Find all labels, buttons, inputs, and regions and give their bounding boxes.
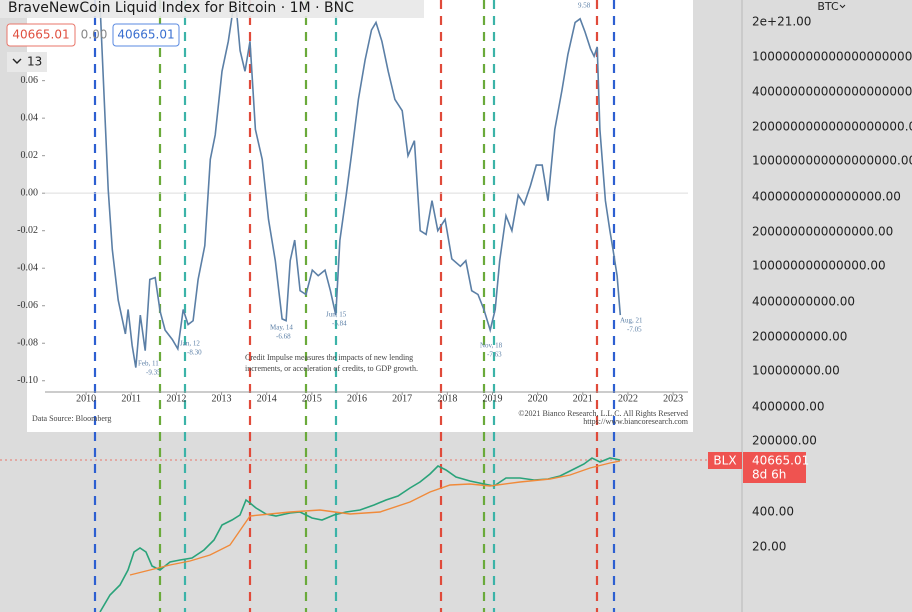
- copyright: ©2021 Bianco Research, L.L.C. All Rights…: [518, 409, 688, 418]
- annotation: Aug, 21: [620, 317, 643, 325]
- x-tick-label: 2021: [573, 393, 593, 404]
- y-tick-label: 0.00: [21, 187, 39, 198]
- price-label: 400000000000000000000.00: [752, 85, 912, 99]
- price-tag-value: 40665.01: [752, 454, 809, 468]
- x-tick-label: 2015: [302, 393, 322, 404]
- x-tick-label: 2010: [76, 393, 96, 404]
- y-tick-label: 0.04: [21, 112, 39, 123]
- price-box: [6, 23, 76, 47]
- indicator-count[interactable]: 13: [27, 55, 42, 69]
- x-tick-label: 2012: [166, 393, 186, 404]
- change: 0.00: [81, 28, 108, 42]
- price-label: 100000000000000.00: [752, 259, 886, 273]
- data-line: [99, 2, 622, 368]
- price-label: 20.00: [752, 540, 786, 554]
- price-label: 100000000.00: [752, 364, 840, 378]
- price-label: 2000000000.00: [752, 330, 847, 344]
- price-labels: 2e+21.00 10000000000000000000000.00 400000…: [752, 15, 912, 554]
- chevron[interactable]: [839, 4, 846, 9]
- note: Credit Impulse measures the impacts of n…: [245, 353, 413, 362]
- annotation: Nov, 18: [480, 342, 503, 350]
- annotation: May, 14: [270, 324, 293, 332]
- price-label: 200000.00: [752, 434, 817, 448]
- price-left: 40665.01: [12, 28, 69, 42]
- price-series: [99, 457, 621, 612]
- currency[interactable]: BTC: [817, 0, 839, 13]
- x-tick-label: 2017: [392, 393, 412, 404]
- price-label: 20000000000000000000.00: [752, 120, 912, 134]
- price-box: [112, 23, 180, 47]
- price-label: 10000000000000000000000.00: [752, 50, 912, 64]
- annotation: 9.58: [578, 2, 591, 10]
- x-tick-label: 2011: [121, 393, 141, 404]
- annotation: -5.84: [332, 320, 347, 328]
- indicator-toggle-bg: [7, 52, 47, 72]
- x-tick-label: 2013: [212, 393, 232, 404]
- price-label: 40000000000.00: [752, 295, 855, 309]
- chevron[interactable]: [12, 58, 22, 64]
- link[interactable]: https://www.biancoresearch.com: [583, 417, 689, 426]
- price-label: 1000000000000000000.00: [752, 154, 912, 168]
- x-tick-label: 2018: [437, 393, 457, 404]
- x-tick-label: 2022: [618, 393, 638, 404]
- moving-average: [129, 460, 621, 576]
- y-tick-label: -0.06: [17, 300, 38, 311]
- x-tick-label: 2019: [482, 393, 502, 404]
- y-tick-label: -0.04: [17, 263, 38, 274]
- price-axis: [742, 0, 912, 612]
- chart-image: [27, 0, 693, 432]
- annotation: Jun, 15: [326, 311, 347, 319]
- annotation: -7.05: [627, 326, 642, 334]
- annotation: Jan, 12: [180, 340, 200, 348]
- annotation: -6.68: [276, 333, 291, 341]
- plot: 0.06 0.04 0.02 0.00 -0.02 -0.04 -0.06 -0.08 -0.1…: [17, 2, 688, 404]
- y-tick-label: -0.08: [17, 338, 38, 349]
- symbol-title[interactable]: BraveNewCoin Liquid Index for Bitcoin · …: [8, 0, 354, 16]
- y-tick-label: 0.02: [21, 150, 39, 161]
- price-label: 400.00: [752, 505, 794, 519]
- annotation: -9.35: [146, 369, 161, 377]
- x-tick-label: 2016: [347, 393, 367, 404]
- countdown: 8d 6h: [752, 468, 786, 482]
- symbol-tag: [708, 452, 742, 469]
- annotation: Feb, 11: [138, 360, 159, 368]
- header-bg: [0, 0, 424, 18]
- x-tick-label: 2023: [663, 393, 683, 404]
- price-label: 4000000.00: [752, 400, 825, 414]
- price-label: 40000000000000000.00: [752, 190, 901, 204]
- event-lines: [93, 0, 616, 612]
- x-tick-label: 2020: [528, 393, 548, 404]
- y-tick-label: -0.10: [17, 375, 38, 386]
- annotation: -8.30: [187, 349, 202, 357]
- y-tick-label: 0.06: [21, 75, 39, 86]
- symbol-tag-label: BLX: [713, 454, 736, 468]
- x-tick-label: 2014: [257, 393, 277, 404]
- annotation: -7.63: [487, 351, 502, 359]
- note: increments, or acceleration of credits, …: [245, 364, 418, 373]
- price-label: 2000000000000000.00: [752, 225, 893, 239]
- source: Data Source: Bloomberg: [32, 414, 111, 423]
- price-right: 40665.01: [117, 28, 174, 42]
- y-tick-label: -0.02: [17, 225, 38, 236]
- price-label: 2e+21.00: [752, 15, 811, 29]
- price-tag: [743, 452, 806, 483]
